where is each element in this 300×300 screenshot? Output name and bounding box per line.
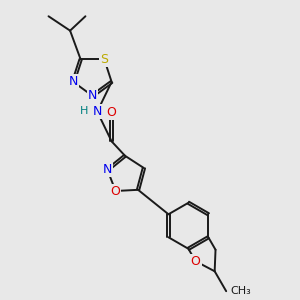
Text: CH₃: CH₃ xyxy=(230,286,251,296)
Text: O: O xyxy=(191,255,200,268)
Text: O: O xyxy=(111,184,121,197)
Text: S: S xyxy=(100,53,108,66)
Text: O: O xyxy=(107,106,117,119)
Text: N: N xyxy=(93,105,102,118)
Text: H: H xyxy=(80,106,88,116)
Text: N: N xyxy=(103,164,112,176)
Text: N: N xyxy=(88,89,97,102)
Text: N: N xyxy=(69,75,78,88)
